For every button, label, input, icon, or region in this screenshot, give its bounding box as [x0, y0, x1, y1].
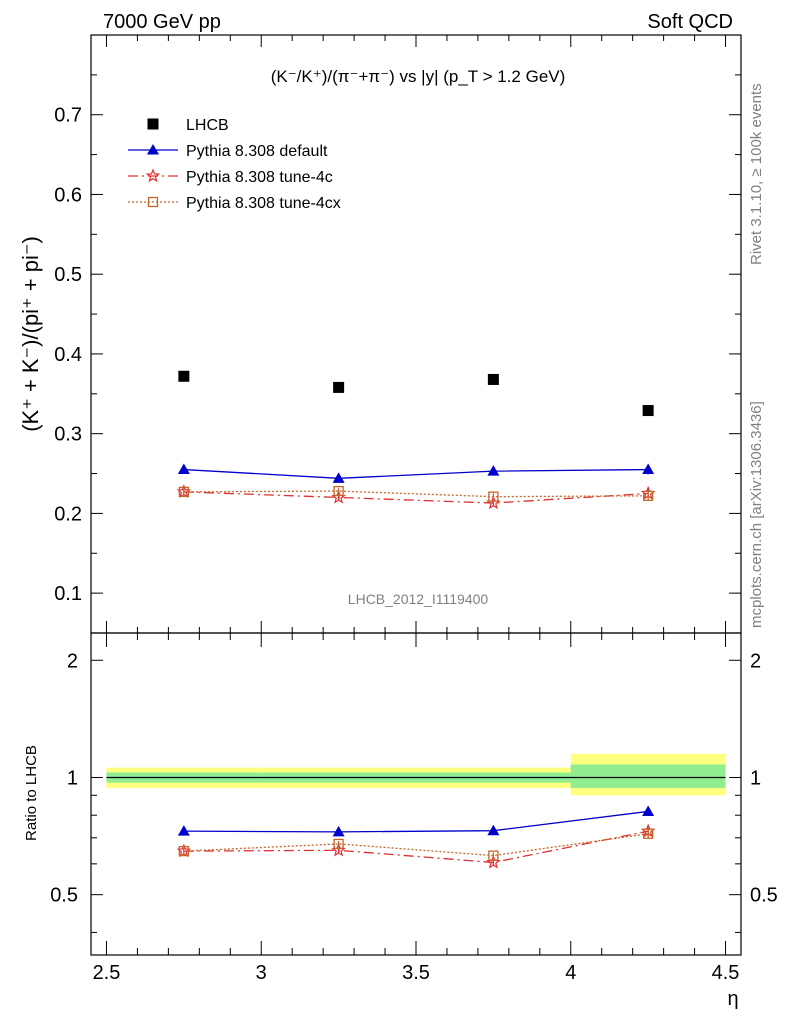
ratio-axis-label: Ratio to LHCB [23, 745, 40, 841]
ratio-series-0 [177, 805, 655, 837]
x-tick-label: 3 [256, 962, 267, 984]
legend-label: Pythia 8.308 default [186, 143, 328, 160]
main-series-line [183, 490, 649, 498]
x-tick-label: 3.5 [402, 962, 430, 984]
header-right: Soft QCD [647, 11, 733, 33]
main-series-line [183, 468, 649, 479]
legend-label: Pythia 8.308 tune-4c [186, 169, 333, 186]
ratio-panel: 0.5 0.5 1 1 2 2 2.5 3 3.5 4 4.5 Ratio to LHCB η [23, 632, 778, 1010]
legend: LHCB Pythia 8.308 default Pythia 8.308 tun… [128, 117, 341, 212]
ratio-y-tick-label-right: 2 [750, 650, 761, 672]
main-data-point [178, 486, 190, 498]
main-data-point [178, 370, 190, 382]
legend-item: Pythia 8.308 default [128, 143, 328, 160]
legend-marker [147, 144, 159, 155]
legend-item: Pythia 8.308 tune-4c [128, 168, 333, 186]
ratio-data-point [177, 825, 190, 836]
ratio-data-point [332, 825, 345, 837]
ratio-y-tick-label: 1 [67, 767, 78, 789]
uncertainty-band-inner [570, 764, 726, 788]
ratio-series-line [183, 830, 649, 864]
legend-marker [145, 168, 161, 183]
ratio-data-point [178, 845, 190, 857]
ratio-data-point [487, 824, 500, 836]
main-data-point [487, 373, 499, 385]
main-panel: 0.1 0.2 0.3 0.4 0.5 0.6 0.7 (K⁺ + K⁻)/(pi⁺ + pi… [18, 34, 742, 634]
plot-title: (K⁻/K⁺)/(π⁻+π⁻) vs |y| (p_T > 1.2 GeV) [271, 67, 566, 86]
y-tick-label: 0.7 [54, 105, 82, 127]
x-tick-label: 2.5 [93, 962, 121, 984]
main-data-point [332, 472, 345, 483]
ratio-y-tick-label: 2 [67, 650, 78, 672]
x-tick-label: 4.5 [712, 962, 740, 984]
ratio-data-point [333, 838, 344, 850]
y-tick-label: 0.2 [54, 503, 82, 525]
main-series-1 [177, 463, 655, 483]
legend-item: Pythia 8.308 tune-4cx [128, 195, 341, 212]
y-tick-label: 0.3 [54, 424, 82, 446]
y-tick-label: 0.1 [54, 583, 82, 605]
main-series-0 [178, 370, 654, 417]
y-tick-label: 0.4 [54, 344, 82, 366]
ratio-data-point [642, 828, 654, 839]
legend-item: LHCB [147, 117, 229, 134]
ratio-data-point [642, 805, 655, 816]
main-data-point [642, 490, 654, 502]
main-series-line [183, 491, 649, 504]
ratio-series-2 [178, 828, 654, 861]
rivet-version-label: Rivet 3.1.10, ≥ 100k events [748, 83, 765, 265]
ratio-y-tick-label: 0.5 [50, 885, 78, 907]
main-data-point [177, 463, 190, 475]
x-tick-label: 4 [565, 962, 576, 984]
ratio-series-line [183, 833, 649, 857]
main-series-3 [178, 485, 654, 502]
y-tick-label: 0.6 [54, 184, 82, 206]
analysis-watermark: LHCB_2012_I1119400 [348, 591, 489, 607]
x-axis-label: η [727, 988, 738, 1010]
ratio-series-line [183, 810, 649, 833]
legend-marker [147, 118, 159, 130]
main-data-point [487, 465, 500, 476]
legend-label: Pythia 8.308 tune-4cx [186, 195, 341, 212]
ratio-y-tick-label-right: 0.5 [750, 885, 778, 907]
ratio-data-point [488, 850, 499, 861]
legend-label: LHCB [186, 117, 229, 134]
header-left: 7000 GeV pp [103, 11, 221, 33]
main-data-point [642, 405, 654, 417]
main-series-2 [176, 484, 656, 510]
ratio-y-tick-label-right: 1 [750, 767, 761, 789]
y-tick-label: 0.5 [54, 264, 82, 286]
main-data-point [488, 491, 499, 502]
main-data-point [333, 381, 345, 393]
legend-marker [147, 196, 159, 208]
main-data-point [333, 485, 344, 497]
y-axis-label: (K⁺ + K⁻)/(pi⁺ + pi⁻) [18, 236, 43, 432]
source-label: mcplots.cern.ch [arXiv:1306.3436] [748, 401, 765, 628]
main-data-point [642, 463, 655, 475]
